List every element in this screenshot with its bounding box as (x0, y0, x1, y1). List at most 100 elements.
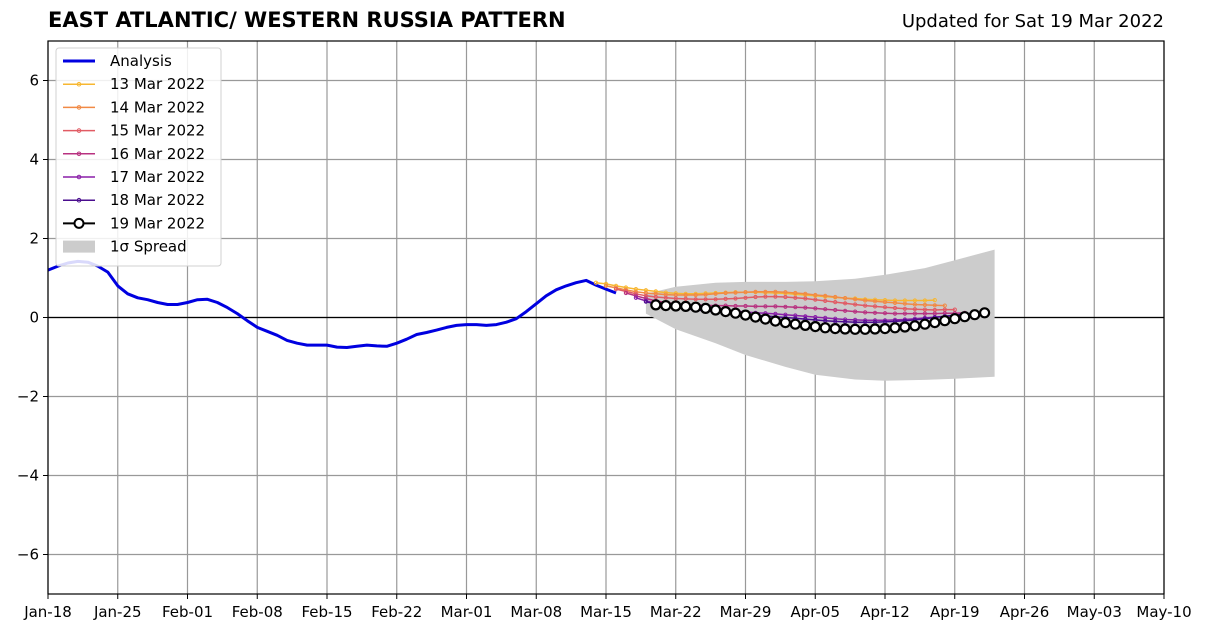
forecast-point (623, 290, 629, 296)
forecast-point (949, 313, 961, 325)
forecast-point (892, 300, 898, 305)
forecast-line (605, 285, 945, 307)
legend-label: 16 Mar 2022 (110, 145, 205, 163)
forecast-point (783, 290, 788, 295)
forecast-point (753, 294, 758, 300)
x-tick-label: Jan-25 (93, 603, 142, 621)
forecast-point (892, 305, 898, 311)
forecast-point (673, 296, 678, 301)
forecast-point (819, 322, 831, 334)
forecast-point (919, 318, 931, 330)
forecast-point (823, 298, 828, 303)
forecast-point (749, 311, 762, 323)
forecast-line (595, 281, 935, 302)
forecast-point (789, 318, 801, 330)
forecast-point (763, 304, 768, 309)
forecast-point (823, 307, 828, 312)
forecast-point (882, 300, 888, 305)
x-tick-label: Apr-12 (860, 603, 910, 621)
forecast-point (843, 319, 848, 324)
forecast-point (653, 294, 658, 300)
forecast-point (703, 292, 708, 297)
forecast-point (759, 313, 772, 325)
forecast-point (882, 305, 888, 310)
legend-entry: 14 Mar 2022 (63, 98, 205, 116)
forecast-point (773, 289, 778, 294)
forecast-point (683, 296, 688, 301)
legend-label: 19 Mar 2022 (110, 214, 205, 232)
x-tick-label: Mar-15 (580, 603, 632, 621)
y-tick-label: 4 (29, 151, 39, 169)
forecast-point (813, 306, 818, 311)
spread-layer (645, 249, 995, 381)
forecast-point (969, 309, 981, 321)
legend-entry: 13 Mar 2022 (63, 75, 205, 93)
legend-entry: 19 Mar 2022 (63, 214, 205, 232)
forecast-point (899, 321, 911, 333)
forecast-point (872, 304, 878, 309)
legend-marker (73, 217, 85, 229)
forecast-point (693, 297, 698, 302)
forecast-point (839, 323, 851, 335)
forecast-point (853, 309, 858, 314)
forecast-point (813, 297, 818, 302)
legend-marker (76, 128, 82, 133)
forecast-point (763, 294, 768, 299)
forecast-point (670, 300, 682, 312)
forecast-point (709, 304, 722, 316)
legend-entry: 1σ Spread (63, 238, 187, 256)
y-tick-label: 2 (29, 230, 39, 248)
x-tick-label: Mar-22 (650, 603, 702, 621)
legend-swatch (63, 240, 95, 253)
y-tick-label: −2 (17, 388, 39, 406)
legend-entry: 16 Mar 2022 (63, 145, 205, 163)
forecast-point (743, 290, 748, 295)
forecast-point (853, 297, 858, 302)
spread-band (645, 249, 995, 381)
legend-label: 15 Mar 2022 (110, 122, 205, 140)
forecast-point (872, 299, 878, 304)
forecast-point (769, 315, 782, 327)
forecast-point (959, 311, 971, 323)
forecast-point (843, 301, 848, 306)
legend-label: Analysis (110, 52, 172, 70)
forecast-line (615, 288, 955, 311)
legend-marker (76, 81, 82, 87)
forecast-point (803, 305, 808, 310)
forecast-point (889, 322, 901, 334)
forecast-point (892, 311, 898, 316)
x-tick-label: Feb-15 (301, 603, 352, 621)
forecast-point (869, 323, 881, 335)
forecast-point (902, 301, 908, 306)
forecast-point (723, 296, 728, 301)
forecast-point (912, 311, 918, 316)
forecast-point (690, 301, 702, 313)
forecast-series (603, 283, 947, 308)
forecast-point (713, 297, 718, 302)
forecast-point (932, 303, 937, 308)
forecast-point (799, 319, 811, 331)
forecast-point (909, 320, 921, 332)
forecast-point (603, 283, 609, 288)
legend-label: 17 Mar 2022 (110, 168, 205, 186)
forecast-point (779, 317, 792, 329)
forecast-point (833, 294, 838, 300)
forecast-point (653, 289, 658, 294)
legend-marker (76, 197, 82, 203)
legend-entry: Analysis (63, 52, 172, 70)
forecast-point (922, 298, 928, 303)
legend-marker (76, 105, 82, 110)
forecast-point (593, 280, 599, 285)
forecast-point (929, 317, 941, 329)
forecast-point (643, 299, 649, 304)
y-tick-label: 0 (29, 309, 39, 327)
x-tick-label: May-03 (1067, 603, 1122, 621)
y-tick-label: 6 (29, 72, 39, 90)
forecast-point (863, 310, 868, 315)
analysis-line (47, 259, 617, 349)
forecast-point (719, 306, 732, 318)
x-tick-label: Apr-05 (791, 603, 841, 621)
x-tick-label: Apr-19 (930, 603, 980, 621)
forecast-point (833, 307, 838, 313)
forecast-point (793, 305, 798, 310)
